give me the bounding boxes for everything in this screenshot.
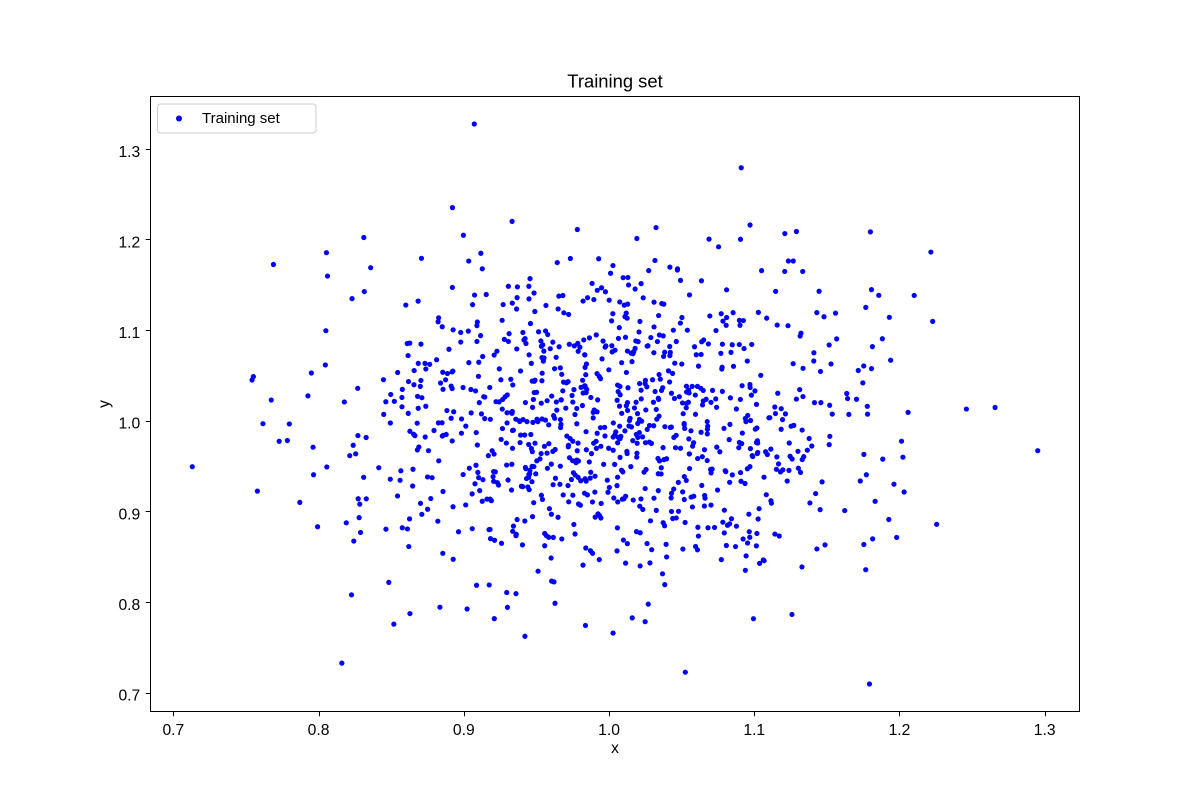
svg-text:1.1: 1.1 xyxy=(743,722,765,739)
svg-text:Training set: Training set xyxy=(202,110,281,127)
svg-text:1.2: 1.2 xyxy=(118,234,140,251)
svg-text:0.9: 0.9 xyxy=(118,506,140,523)
svg-text:Training set: Training set xyxy=(567,71,662,92)
svg-text:1.0: 1.0 xyxy=(118,416,140,433)
svg-text:y: y xyxy=(96,400,113,408)
svg-text:1.0: 1.0 xyxy=(598,722,620,739)
svg-text:1.3: 1.3 xyxy=(118,144,140,161)
svg-text:0.7: 0.7 xyxy=(162,722,184,739)
svg-text:0.7: 0.7 xyxy=(118,688,140,705)
svg-text:1.3: 1.3 xyxy=(1034,722,1056,739)
svg-text:0.9: 0.9 xyxy=(453,722,475,739)
svg-text:x: x xyxy=(611,740,619,757)
svg-text:1.2: 1.2 xyxy=(889,722,911,739)
svg-text:0.8: 0.8 xyxy=(118,597,140,614)
svg-text:0.8: 0.8 xyxy=(308,722,330,739)
svg-text:1.1: 1.1 xyxy=(118,325,140,342)
